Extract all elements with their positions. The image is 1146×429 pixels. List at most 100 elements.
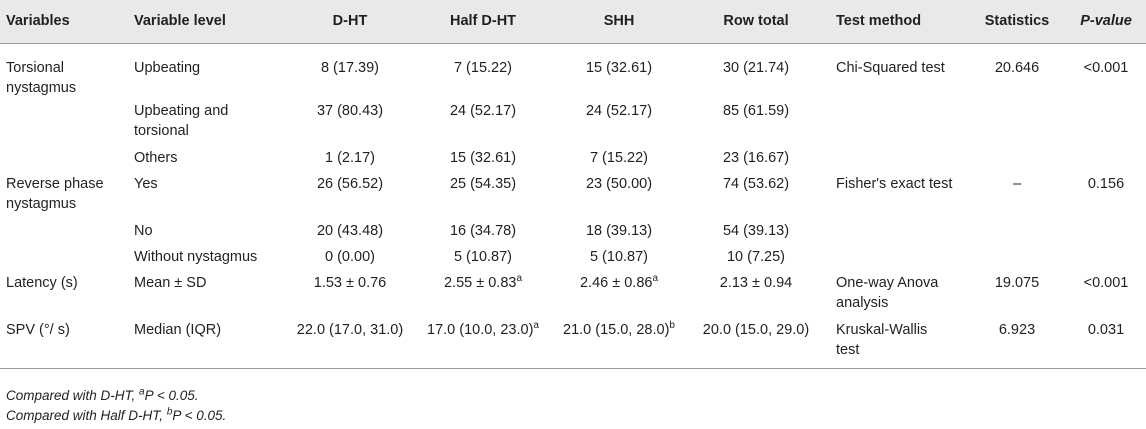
empty-cell xyxy=(968,98,1066,145)
variable-cell: Torsional nystagmus xyxy=(0,43,128,98)
level-cell: Upbeating xyxy=(134,59,201,76)
level-cell: Median (IQR) xyxy=(128,316,290,369)
total-cell: 85 (61.59) xyxy=(722,102,790,119)
table-row: No 20 (43.48) 16 (34.78) 18 (39.13) 54 (… xyxy=(0,218,1146,244)
table-row: Others 1 (2.17) 15 (32.61) 7 (15.22) 23 … xyxy=(0,145,1146,171)
empty-cell xyxy=(0,244,128,270)
empty-cell xyxy=(830,145,968,171)
half-dht-cell: 5 (10.87) xyxy=(453,248,513,265)
method-cell: Fisher's exact test xyxy=(836,175,953,192)
shh-cell: 23 (50.00) xyxy=(585,175,653,192)
empty-cell xyxy=(968,218,1066,244)
half-dht-cell: 17.0 (10.0, 23.0)a xyxy=(410,316,556,369)
empty-cell xyxy=(0,98,128,145)
method-text: One-way Anova xyxy=(836,274,939,291)
method-cell: Kruskal-Wallis test xyxy=(830,316,968,369)
level-cell: No xyxy=(134,222,153,239)
total-cell: 20.0 (15.0, 29.0) xyxy=(682,316,830,369)
footnote-mark: a xyxy=(533,319,539,331)
half-dht-cell: 7 (15.22) xyxy=(453,59,513,76)
total-cell: 54 (39.13) xyxy=(722,222,790,239)
empty-cell xyxy=(0,218,128,244)
header-test-method: Test method xyxy=(830,0,968,44)
empty-cell xyxy=(1066,145,1146,171)
footnote-text: P < 0.05. xyxy=(172,408,227,423)
footnote-mark: b xyxy=(669,319,675,331)
empty-cell xyxy=(968,244,1066,270)
half-dht-cell: 16 (34.78) xyxy=(449,222,517,239)
empty-cell xyxy=(830,98,968,145)
half-dht-cell: 2.55 ± 0.83a xyxy=(410,270,556,317)
header-shh: SHH xyxy=(556,0,682,44)
table-row: Without nystagmus 0 (0.00) 5 (10.87) 5 (… xyxy=(0,244,1146,270)
footnote-text: Compared with D-HT, xyxy=(6,388,140,403)
table-row: Torsional nystagmus Upbeating 8 (17.39) 7… xyxy=(0,43,1146,98)
value-text: 2.46 ± 0.86 xyxy=(579,274,653,291)
shh-cell: 7 (15.22) xyxy=(589,149,649,166)
total-cell: 30 (21.74) xyxy=(722,59,790,76)
empty-cell xyxy=(830,244,968,270)
dht-cell: 8 (17.39) xyxy=(320,59,380,76)
empty-cell xyxy=(1066,244,1146,270)
shh-cell: 2.46 ± 0.86a xyxy=(556,270,682,317)
header-variable-level: Variable level xyxy=(128,0,290,44)
level-cell: Yes xyxy=(134,175,158,192)
variable-name: Reverse phase xyxy=(6,175,104,192)
empty-cell xyxy=(1066,98,1146,145)
level-cell: Upbeating and torsional xyxy=(128,98,290,145)
level-cell: Others xyxy=(134,149,178,166)
value-text: 21.0 (15.0, 28.0) xyxy=(563,321,670,338)
empty-cell xyxy=(1066,218,1146,244)
half-dht-cell: 25 (54.35) xyxy=(449,175,517,192)
table-row: Reverse phase nystagmus Yes 26 (56.52) 25… xyxy=(0,171,1146,218)
header-row-total: Row total xyxy=(682,0,830,44)
method-cell: One-way Anova analysis xyxy=(830,270,968,317)
statistics-cell: 20.646 xyxy=(994,59,1040,76)
header-dht: D-HT xyxy=(290,0,410,44)
method-text: Kruskal-Wallis xyxy=(836,321,928,338)
statistics-cell: 19.075 xyxy=(994,274,1040,291)
empty-cell xyxy=(968,145,1066,171)
table-row: SPV (°/ s) Median (IQR) 22.0 (17.0, 31.0… xyxy=(0,316,1146,369)
shh-cell: 18 (39.13) xyxy=(585,222,653,239)
empty-cell xyxy=(830,218,968,244)
dht-cell: 20 (43.48) xyxy=(316,222,384,239)
level-cell: Mean ± SD xyxy=(134,274,207,291)
footnote-mark: a xyxy=(139,386,145,398)
method-cell: Chi-Squared test xyxy=(836,59,945,76)
half-dht-cell: 15 (32.61) xyxy=(449,149,517,166)
dht-cell: 37 (80.43) xyxy=(316,102,384,119)
header-row: Variables Variable level D-HT Half D-HT … xyxy=(0,0,1146,44)
dht-cell: 0 (0.00) xyxy=(325,248,375,265)
table-row: Upbeating and torsional 37 (80.43) 24 (52… xyxy=(0,98,1146,145)
dht-cell: 1 (2.17) xyxy=(325,149,375,166)
footnote-b: Compared with Half D-HT, bP < 0.05. xyxy=(6,406,226,426)
header-variables: Variables xyxy=(0,0,128,44)
method-text: test xyxy=(836,341,860,358)
footnote-text: P < 0.05. xyxy=(144,388,199,403)
variable-cell: Reverse phase nystagmus xyxy=(0,171,128,218)
results-table: Variables Variable level D-HT Half D-HT … xyxy=(0,0,1146,369)
level-text: torsional xyxy=(134,122,189,139)
statistics-cell: 6.923 xyxy=(968,316,1066,369)
header-statistics: Statistics xyxy=(968,0,1066,44)
dht-cell: 26 (56.52) xyxy=(316,175,384,192)
value-text: 17.0 (10.0, 23.0) xyxy=(427,321,534,338)
level-cell: Without nystagmus xyxy=(134,248,258,265)
total-cell: 2.13 ± 0.94 xyxy=(719,274,793,291)
footnote-text: Compared with Half D-HT, xyxy=(6,408,167,423)
footnote-mark: b xyxy=(166,406,173,418)
value-text: 2.55 ± 0.83 xyxy=(443,274,517,291)
p-value-cell: <0.001 xyxy=(1083,59,1129,76)
table-footnotes: Compared with D-HT, aP < 0.05. Compared … xyxy=(6,386,226,426)
footnote-mark: a xyxy=(652,272,659,284)
header-half-dht: Half D-HT xyxy=(410,0,556,44)
shh-cell: 21.0 (15.0, 28.0)b xyxy=(556,316,682,369)
total-cell: 10 (7.25) xyxy=(726,248,786,265)
method-text: analysis xyxy=(836,294,889,311)
footnote-mark: a xyxy=(516,272,523,284)
total-cell: 23 (16.67) xyxy=(722,149,790,166)
shh-cell: 15 (32.61) xyxy=(585,59,653,76)
table-row: Latency (s) Mean ± SD 1.53 ± 0.76 2.55 ±… xyxy=(0,270,1146,317)
